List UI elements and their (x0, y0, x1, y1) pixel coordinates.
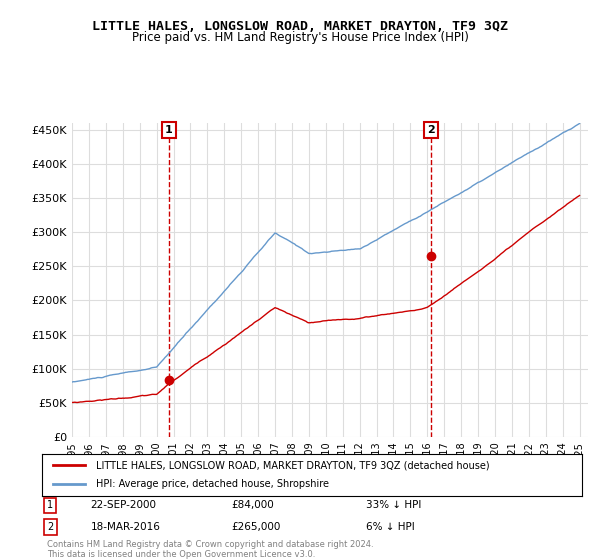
Text: 2: 2 (427, 125, 435, 135)
Text: LITTLE HALES, LONGSLOW ROAD, MARKET DRAYTON, TF9 3QZ (detached house): LITTLE HALES, LONGSLOW ROAD, MARKET DRAY… (96, 460, 490, 470)
Text: £84,000: £84,000 (231, 501, 274, 511)
Text: 22-SEP-2000: 22-SEP-2000 (91, 501, 157, 511)
Text: HPI: Average price, detached house, Shropshire: HPI: Average price, detached house, Shro… (96, 479, 329, 489)
Text: LITTLE HALES, LONGSLOW ROAD, MARKET DRAYTON, TF9 3QZ: LITTLE HALES, LONGSLOW ROAD, MARKET DRAY… (92, 20, 508, 32)
Text: 33% ↓ HPI: 33% ↓ HPI (366, 501, 421, 511)
Text: 6% ↓ HPI: 6% ↓ HPI (366, 521, 415, 531)
Text: 1: 1 (165, 125, 173, 135)
Text: 1: 1 (47, 501, 53, 511)
Text: Price paid vs. HM Land Registry's House Price Index (HPI): Price paid vs. HM Land Registry's House … (131, 31, 469, 44)
Text: £265,000: £265,000 (231, 521, 280, 531)
Text: 2: 2 (47, 521, 53, 531)
Text: Contains HM Land Registry data © Crown copyright and database right 2024.
This d: Contains HM Land Registry data © Crown c… (47, 540, 374, 559)
Text: 18-MAR-2016: 18-MAR-2016 (91, 521, 160, 531)
